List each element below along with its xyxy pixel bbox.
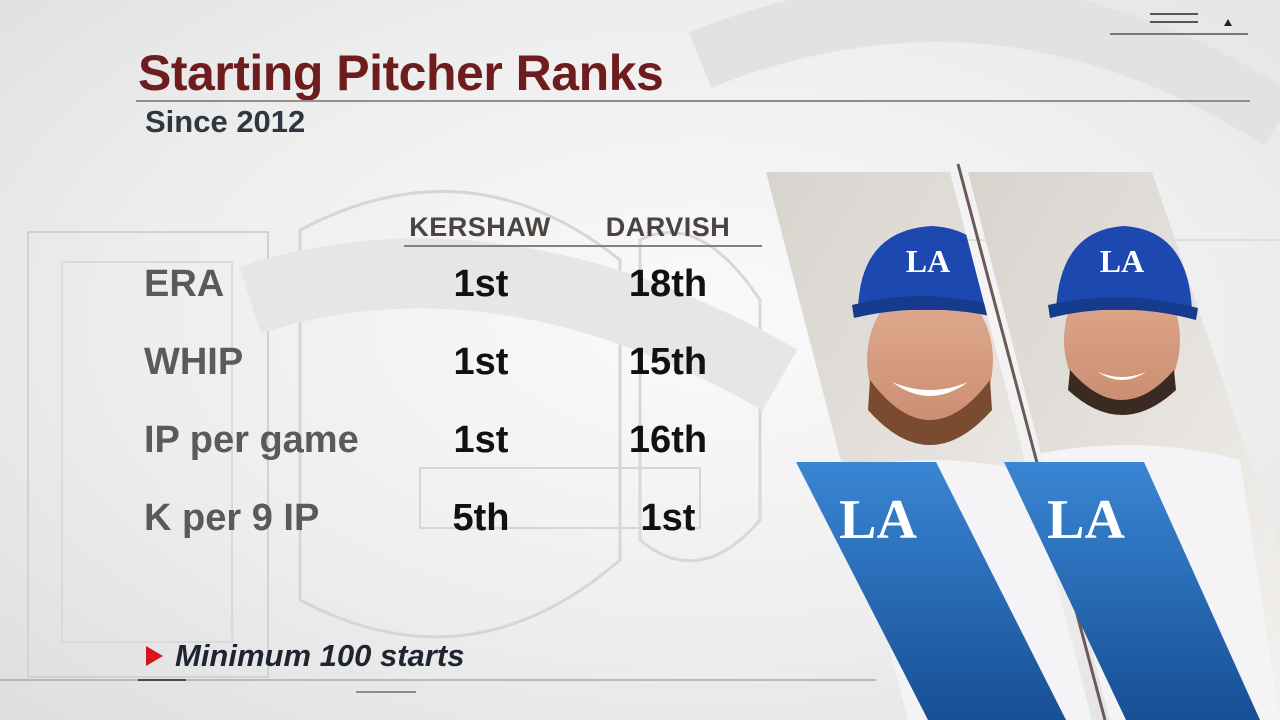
bottom-accent-2 <box>356 691 416 693</box>
table-cell: 1st <box>640 497 696 539</box>
column-header-darvish: DARVISH <box>605 212 731 242</box>
footnote-text: Minimum 100 starts <box>175 638 465 673</box>
cap-logo-kershaw: LA <box>906 243 950 279</box>
team-band-kershaw: LA <box>796 462 1066 720</box>
table-cell: 1st <box>453 341 509 383</box>
table-cell: 1st <box>453 263 509 305</box>
table-cell: 1st <box>453 419 509 461</box>
dodgers-la-logo: LA <box>839 489 917 551</box>
player-photo-panels: LA LA LA LA <box>766 163 1280 720</box>
column-header-kershaw: KERSHAW <box>409 212 551 242</box>
row-label-ip-per-game: IP per game <box>144 419 359 461</box>
row-label-k-per-9: K per 9 IP <box>144 497 320 539</box>
footnote: Minimum 100 starts <box>146 638 464 674</box>
cap-logo-darvish: LA <box>1100 243 1144 279</box>
column-header-divider <box>404 245 762 247</box>
team-band-darvish: LA <box>1004 462 1260 720</box>
table-cell: 16th <box>628 419 708 461</box>
table-cell: 5th <box>452 497 510 539</box>
dodgers-la-logo: LA <box>1047 489 1125 551</box>
corner-decoration <box>1110 13 1248 35</box>
title-divider <box>136 100 1250 102</box>
table-cell: 15th <box>628 341 708 383</box>
table-cell: 18th <box>628 263 708 305</box>
bottom-divider <box>0 679 876 681</box>
row-label-whip: WHIP <box>144 341 244 383</box>
row-label-era: ERA <box>144 263 225 305</box>
red-triangle-icon <box>146 646 163 666</box>
page-subtitle: Since 2012 <box>145 104 306 139</box>
bottom-accent <box>138 679 186 681</box>
page-title: Starting Pitcher Ranks <box>138 45 664 101</box>
